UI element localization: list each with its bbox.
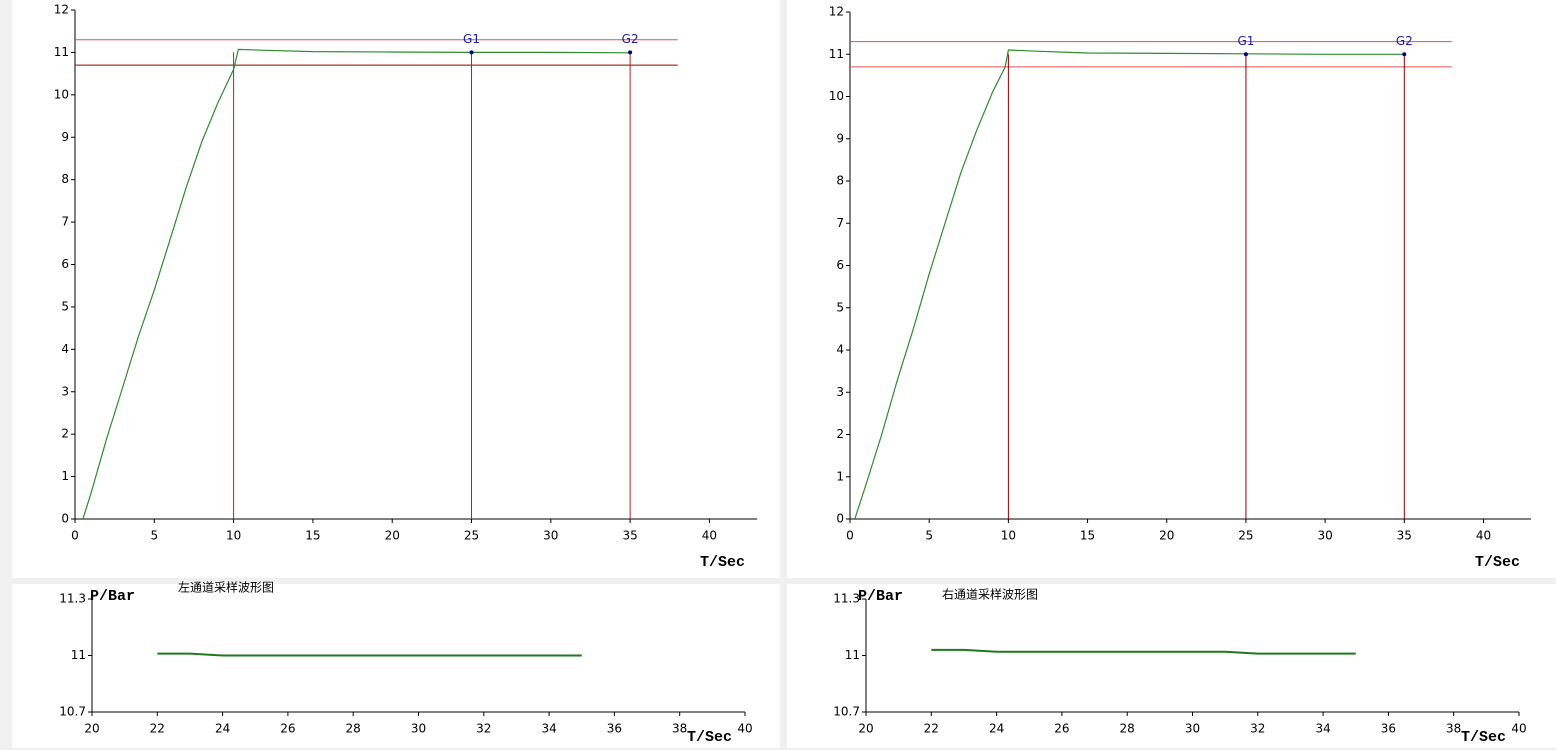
marker-label: G2 [622, 32, 639, 46]
x-axis-label: T/Sec [700, 554, 745, 571]
x-tick-label: 15 [1080, 529, 1095, 543]
x-tick-label: 34 [541, 722, 556, 736]
x-tick-label: 28 [346, 722, 361, 736]
x-tick-label: 40 [1511, 722, 1526, 736]
y-tick-label: 11.3 [59, 592, 86, 606]
x-axis-label: T/Sec [1461, 729, 1506, 746]
panel [787, 0, 1556, 578]
y-tick-label: 9 [836, 131, 844, 145]
panel [12, 584, 780, 748]
chart-title: 左通道采样波形图 [178, 580, 274, 595]
marker-label: G1 [1237, 34, 1254, 48]
x-tick-label: 15 [305, 529, 320, 543]
x-tick-label: 20 [1159, 529, 1174, 543]
y-tick-label: 8 [836, 174, 844, 188]
marker [469, 50, 474, 55]
panel [12, 0, 780, 578]
marker [1402, 52, 1407, 57]
x-axis-label: T/Sec [1475, 554, 1520, 571]
marker [1243, 52, 1248, 57]
marker-label: G2 [1396, 34, 1413, 48]
y-tick-label: 5 [836, 300, 844, 314]
x-tick-label: 30 [411, 722, 426, 736]
x-tick-label: 22 [924, 722, 939, 736]
series-line [931, 648, 1356, 655]
y-tick-label: 10 [54, 87, 69, 101]
y-tick-label: 0 [61, 512, 69, 526]
y-tick-label: 4 [61, 342, 69, 356]
series-line [854, 49, 1405, 520]
x-tick-label: 32 [1250, 722, 1265, 736]
x-tick-label: 25 [1238, 529, 1253, 543]
y-tick-label: 6 [836, 258, 844, 272]
x-tick-label: 30 [1317, 529, 1332, 543]
x-tick-label: 26 [1054, 722, 1069, 736]
y-tick-label: 1 [61, 469, 69, 483]
x-tick-label: 35 [1397, 529, 1412, 543]
chart-title: 右通道采样波形图 [942, 587, 1038, 602]
x-tick-label: 20 [858, 722, 873, 736]
y-tick-label: 7 [61, 215, 69, 229]
y-tick-label: 0 [836, 512, 844, 526]
y-tick-label: 11 [829, 47, 844, 61]
y-tick-label: 11 [54, 45, 69, 59]
y-tick-label: 11 [71, 648, 86, 662]
x-tick-label: 40 [737, 722, 752, 736]
marker-label: G1 [463, 32, 480, 46]
y-tick-label: 1 [836, 469, 844, 483]
x-tick-label: 36 [607, 722, 622, 736]
x-tick-label: 24 [215, 722, 230, 736]
x-tick-label: 20 [385, 529, 400, 543]
panel [787, 584, 1556, 748]
x-tick-label: 30 [1185, 722, 1200, 736]
x-tick-label: 22 [150, 722, 165, 736]
x-tick-label: 0 [71, 529, 79, 543]
y-tick-label: 10.7 [833, 705, 860, 719]
x-tick-label: 34 [1315, 722, 1330, 736]
y-tick-label: 9 [61, 130, 69, 144]
x-tick-label: 40 [1476, 529, 1491, 543]
y-tick-label: 3 [61, 384, 69, 398]
x-tick-label: 32 [476, 722, 491, 736]
x-axis-label: T/Sec [687, 729, 732, 746]
y-axis-label: P/Bar [90, 588, 135, 605]
y-axis-label: P/Bar [858, 588, 903, 605]
y-tick-label: 8 [61, 172, 69, 186]
y-tick-label: 5 [61, 299, 69, 313]
x-tick-label: 20 [84, 722, 99, 736]
y-tick-label: 10.7 [59, 705, 86, 719]
x-tick-label: 10 [226, 529, 241, 543]
x-tick-label: 38 [672, 722, 687, 736]
y-tick-label: 6 [61, 257, 69, 271]
y-tick-label: 2 [61, 427, 69, 441]
x-tick-label: 24 [989, 722, 1004, 736]
y-tick-label: 12 [54, 3, 69, 17]
x-tick-label: 38 [1446, 722, 1461, 736]
x-tick-label: 26 [280, 722, 295, 736]
y-tick-label: 11.3 [833, 592, 860, 606]
y-tick-label: 2 [836, 427, 844, 441]
x-tick-label: 40 [702, 529, 717, 543]
y-tick-label: 7 [836, 216, 844, 230]
x-tick-label: 28 [1120, 722, 1135, 736]
marker [628, 50, 633, 55]
series-line [157, 652, 582, 657]
x-tick-label: 10 [1001, 529, 1016, 543]
x-tick-label: 36 [1381, 722, 1396, 736]
x-tick-label: 5 [925, 529, 933, 543]
y-tick-label: 4 [836, 343, 844, 357]
x-tick-label: 25 [464, 529, 479, 543]
y-tick-label: 3 [836, 385, 844, 399]
series-line [82, 48, 631, 520]
x-tick-label: 35 [622, 529, 637, 543]
y-tick-label: 10 [829, 89, 844, 103]
y-tick-label: 12 [829, 5, 844, 19]
x-tick-label: 30 [543, 529, 558, 543]
x-tick-label: 0 [846, 529, 854, 543]
x-tick-label: 5 [150, 529, 158, 543]
y-tick-label: 11 [845, 648, 860, 662]
